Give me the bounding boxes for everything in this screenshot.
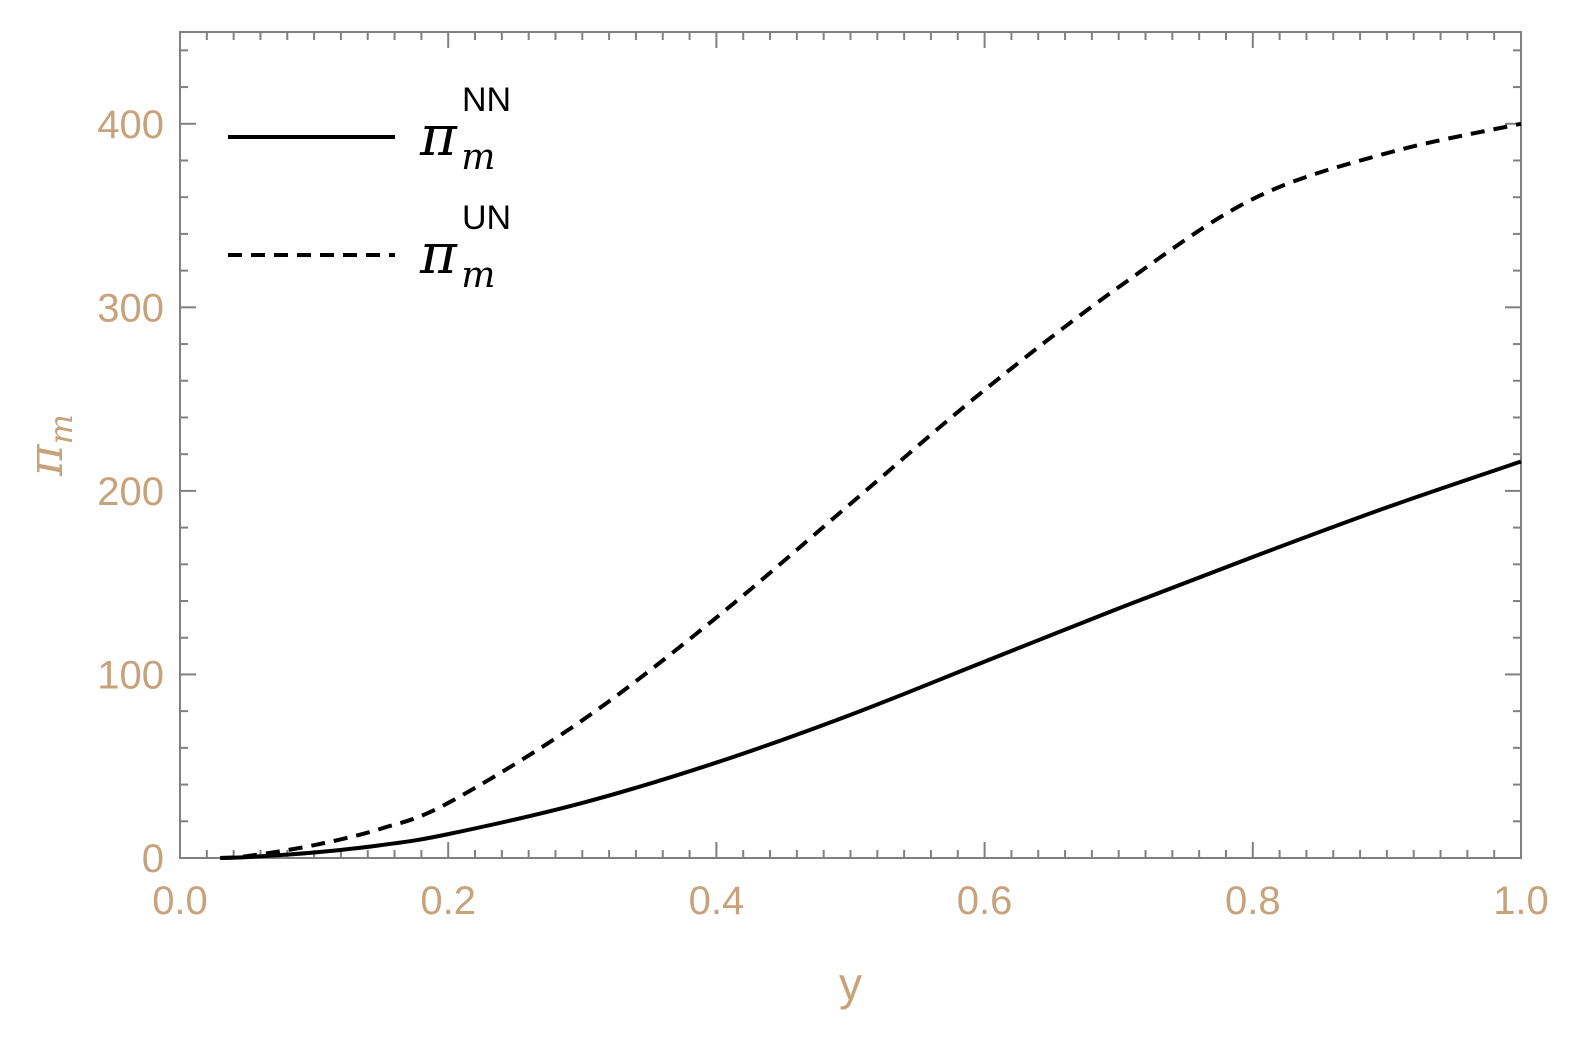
x-tick-label: 1.0 [1493, 879, 1549, 923]
y-tick-label: 100 [97, 653, 164, 697]
x-tick-label: 0.8 [1225, 879, 1281, 923]
y-tick-labels: 0 100 200 300 400 [97, 103, 164, 881]
x-axis-label: y [839, 958, 862, 1010]
y-tick-label: 400 [97, 103, 164, 147]
y-tick-label: 0 [142, 837, 164, 881]
y-tick-label: 200 [97, 470, 164, 514]
legend-label-un-main: π [419, 222, 458, 287]
y-axis-label-main: π [18, 443, 74, 477]
legend-label-nn-sub: m [461, 137, 495, 178]
legend-label-nn-sup: NN [462, 81, 511, 119]
axis-ticks [179, 32, 1522, 859]
y-axis-label-text: πm [18, 414, 80, 477]
legend-label-un: π m UN [419, 199, 511, 296]
legend-label-un-sub: m [461, 255, 495, 296]
x-tick-label: 0.6 [957, 879, 1013, 923]
x-tick-labels: 0.0 0.2 0.4 0.6 0.8 1.0 [152, 879, 1549, 923]
series-line-nn [220, 459, 1522, 860]
legend: π m NN π m UN [228, 81, 511, 296]
series-layer [220, 121, 1522, 860]
x-tick-label: 0.0 [152, 879, 208, 923]
x-tick-label: 0.4 [689, 879, 745, 923]
series-line-un [220, 121, 1522, 860]
x-tick-label: 0.2 [420, 879, 476, 923]
legend-label-nn: π m NN [419, 81, 511, 178]
y-axis-label-sub: m [42, 414, 80, 444]
legend-label-un-sup: UN [462, 199, 511, 237]
legend-label-nn-main: π [419, 104, 458, 169]
legend-entry-nn: π m NN [228, 81, 511, 178]
y-tick-label: 300 [97, 286, 164, 330]
y-axis-label: πm [18, 414, 80, 477]
legend-entry-un: π m UN [228, 199, 511, 296]
